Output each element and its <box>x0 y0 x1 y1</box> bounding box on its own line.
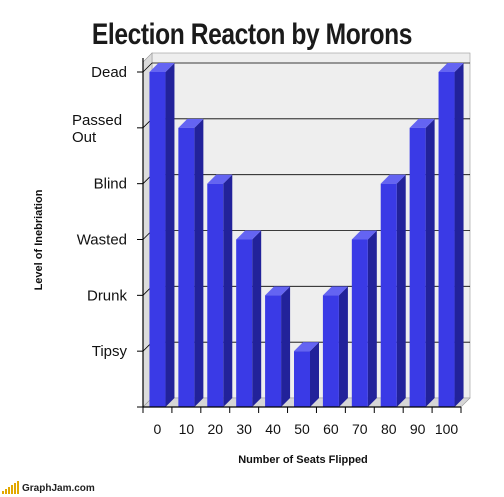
bar-front <box>351 239 368 407</box>
x-tick-label: 0 <box>154 421 162 437</box>
bar <box>207 174 233 407</box>
bar-side <box>454 63 464 407</box>
bar-top <box>178 118 204 128</box>
x-tick-label: 30 <box>236 421 252 437</box>
x-tick-label: 40 <box>265 421 281 437</box>
bar-top <box>380 174 406 184</box>
bar-top <box>149 63 175 72</box>
x-tick-label: 10 <box>179 421 195 437</box>
bar <box>265 286 291 407</box>
bar-front <box>380 183 397 407</box>
bar-side <box>252 230 262 407</box>
y-tick-label: Tipsy <box>92 343 128 360</box>
y-tick-label: Drunk <box>87 287 128 304</box>
bar-front <box>322 295 339 407</box>
gridline <box>142 62 470 73</box>
graphjam-logo-icon <box>2 480 19 494</box>
bar-top <box>265 286 291 296</box>
bar-side <box>223 174 233 407</box>
bar-top <box>409 118 435 128</box>
bar-side <box>310 342 319 407</box>
x-tick-label: 100 <box>435 421 459 437</box>
site-footer: GraphJam.com <box>2 480 95 494</box>
bars <box>149 63 464 407</box>
bar-front <box>438 72 455 407</box>
bar <box>178 118 204 407</box>
y-tick-label: Wasted <box>77 232 127 249</box>
bar-front <box>294 351 310 407</box>
bar-top <box>294 342 319 352</box>
bar <box>294 342 319 407</box>
bar-top <box>438 63 464 72</box>
bar <box>351 230 377 407</box>
bar-front <box>178 127 195 407</box>
bar-top <box>236 230 262 240</box>
bar <box>236 230 262 407</box>
bar-front <box>265 295 282 407</box>
x-tick-labels: 0 10 20 30 40 50 60 70 80 90 100 <box>154 421 459 437</box>
y-tick-label: Passed Out <box>72 112 122 146</box>
y-tick-label: Dead <box>91 64 127 81</box>
x-tick-label: 20 <box>207 421 223 437</box>
x-axis-label: Number of Seats Flipped <box>238 454 368 466</box>
bar-top <box>207 174 233 184</box>
y-tick-label: Blind <box>94 176 127 193</box>
bar-side <box>367 230 377 407</box>
bar <box>380 174 406 407</box>
y-axis-label: Level of Inebriation <box>33 189 45 290</box>
bar <box>322 286 348 407</box>
bar-front <box>409 127 426 407</box>
x-tick-label: 70 <box>352 421 368 437</box>
bar-side <box>165 63 175 407</box>
bar-top <box>351 230 377 240</box>
bar-front <box>236 239 253 407</box>
bar-side <box>425 118 435 407</box>
y-tick-labels: Tipsy Drunk Wasted Blind Passed Out Dead <box>72 64 127 360</box>
chart-title: Election Reacton by Morons <box>91 18 413 51</box>
bar-side <box>194 118 204 407</box>
bar <box>149 63 175 407</box>
bar-side <box>338 286 348 407</box>
site-name: GraphJam.com <box>22 483 95 494</box>
bar-front <box>149 72 166 407</box>
bar-top <box>322 286 348 296</box>
axes <box>137 58 462 413</box>
bar-side <box>281 286 291 407</box>
bar <box>409 118 435 407</box>
bar-front <box>207 183 224 407</box>
x-tick-label: 50 <box>294 421 310 437</box>
x-tick-label: 60 <box>323 421 339 437</box>
x-tick-label: 90 <box>410 421 426 437</box>
bar-side <box>396 174 406 407</box>
x-tick-label: 80 <box>381 421 397 437</box>
bar <box>438 63 464 407</box>
